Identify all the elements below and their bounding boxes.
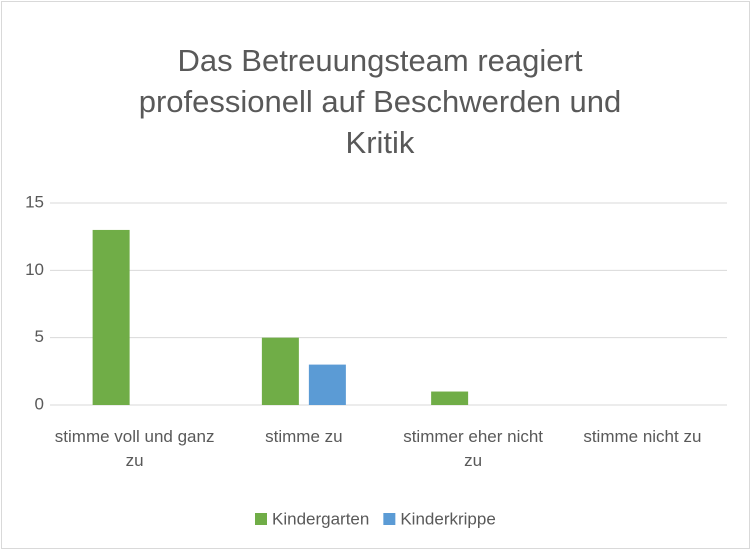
x-tick-label: stimme nicht zu [583, 427, 702, 446]
y-tick-label: 5 [35, 327, 44, 346]
chart-title: Das Betreuungsteam reagiert professionel… [138, 43, 622, 160]
x-tick-label: stimme zu [265, 427, 343, 446]
y-tick-label: 10 [25, 260, 44, 279]
x-tick-label: stimmer eher nicht zu [403, 427, 544, 470]
x-tick-label: stimme voll und ganz zu [54, 427, 215, 470]
bar [431, 391, 469, 405]
legend-swatch [383, 513, 396, 525]
y-tick-label: 15 [25, 192, 44, 211]
bar [308, 364, 346, 405]
legend-label: Kinderkrippe [400, 509, 495, 528]
legend-swatch [255, 513, 267, 525]
legend-label: Kindergarten [272, 509, 369, 528]
bar [261, 337, 299, 405]
y-tick-label: 0 [35, 394, 44, 413]
bar [92, 229, 130, 405]
